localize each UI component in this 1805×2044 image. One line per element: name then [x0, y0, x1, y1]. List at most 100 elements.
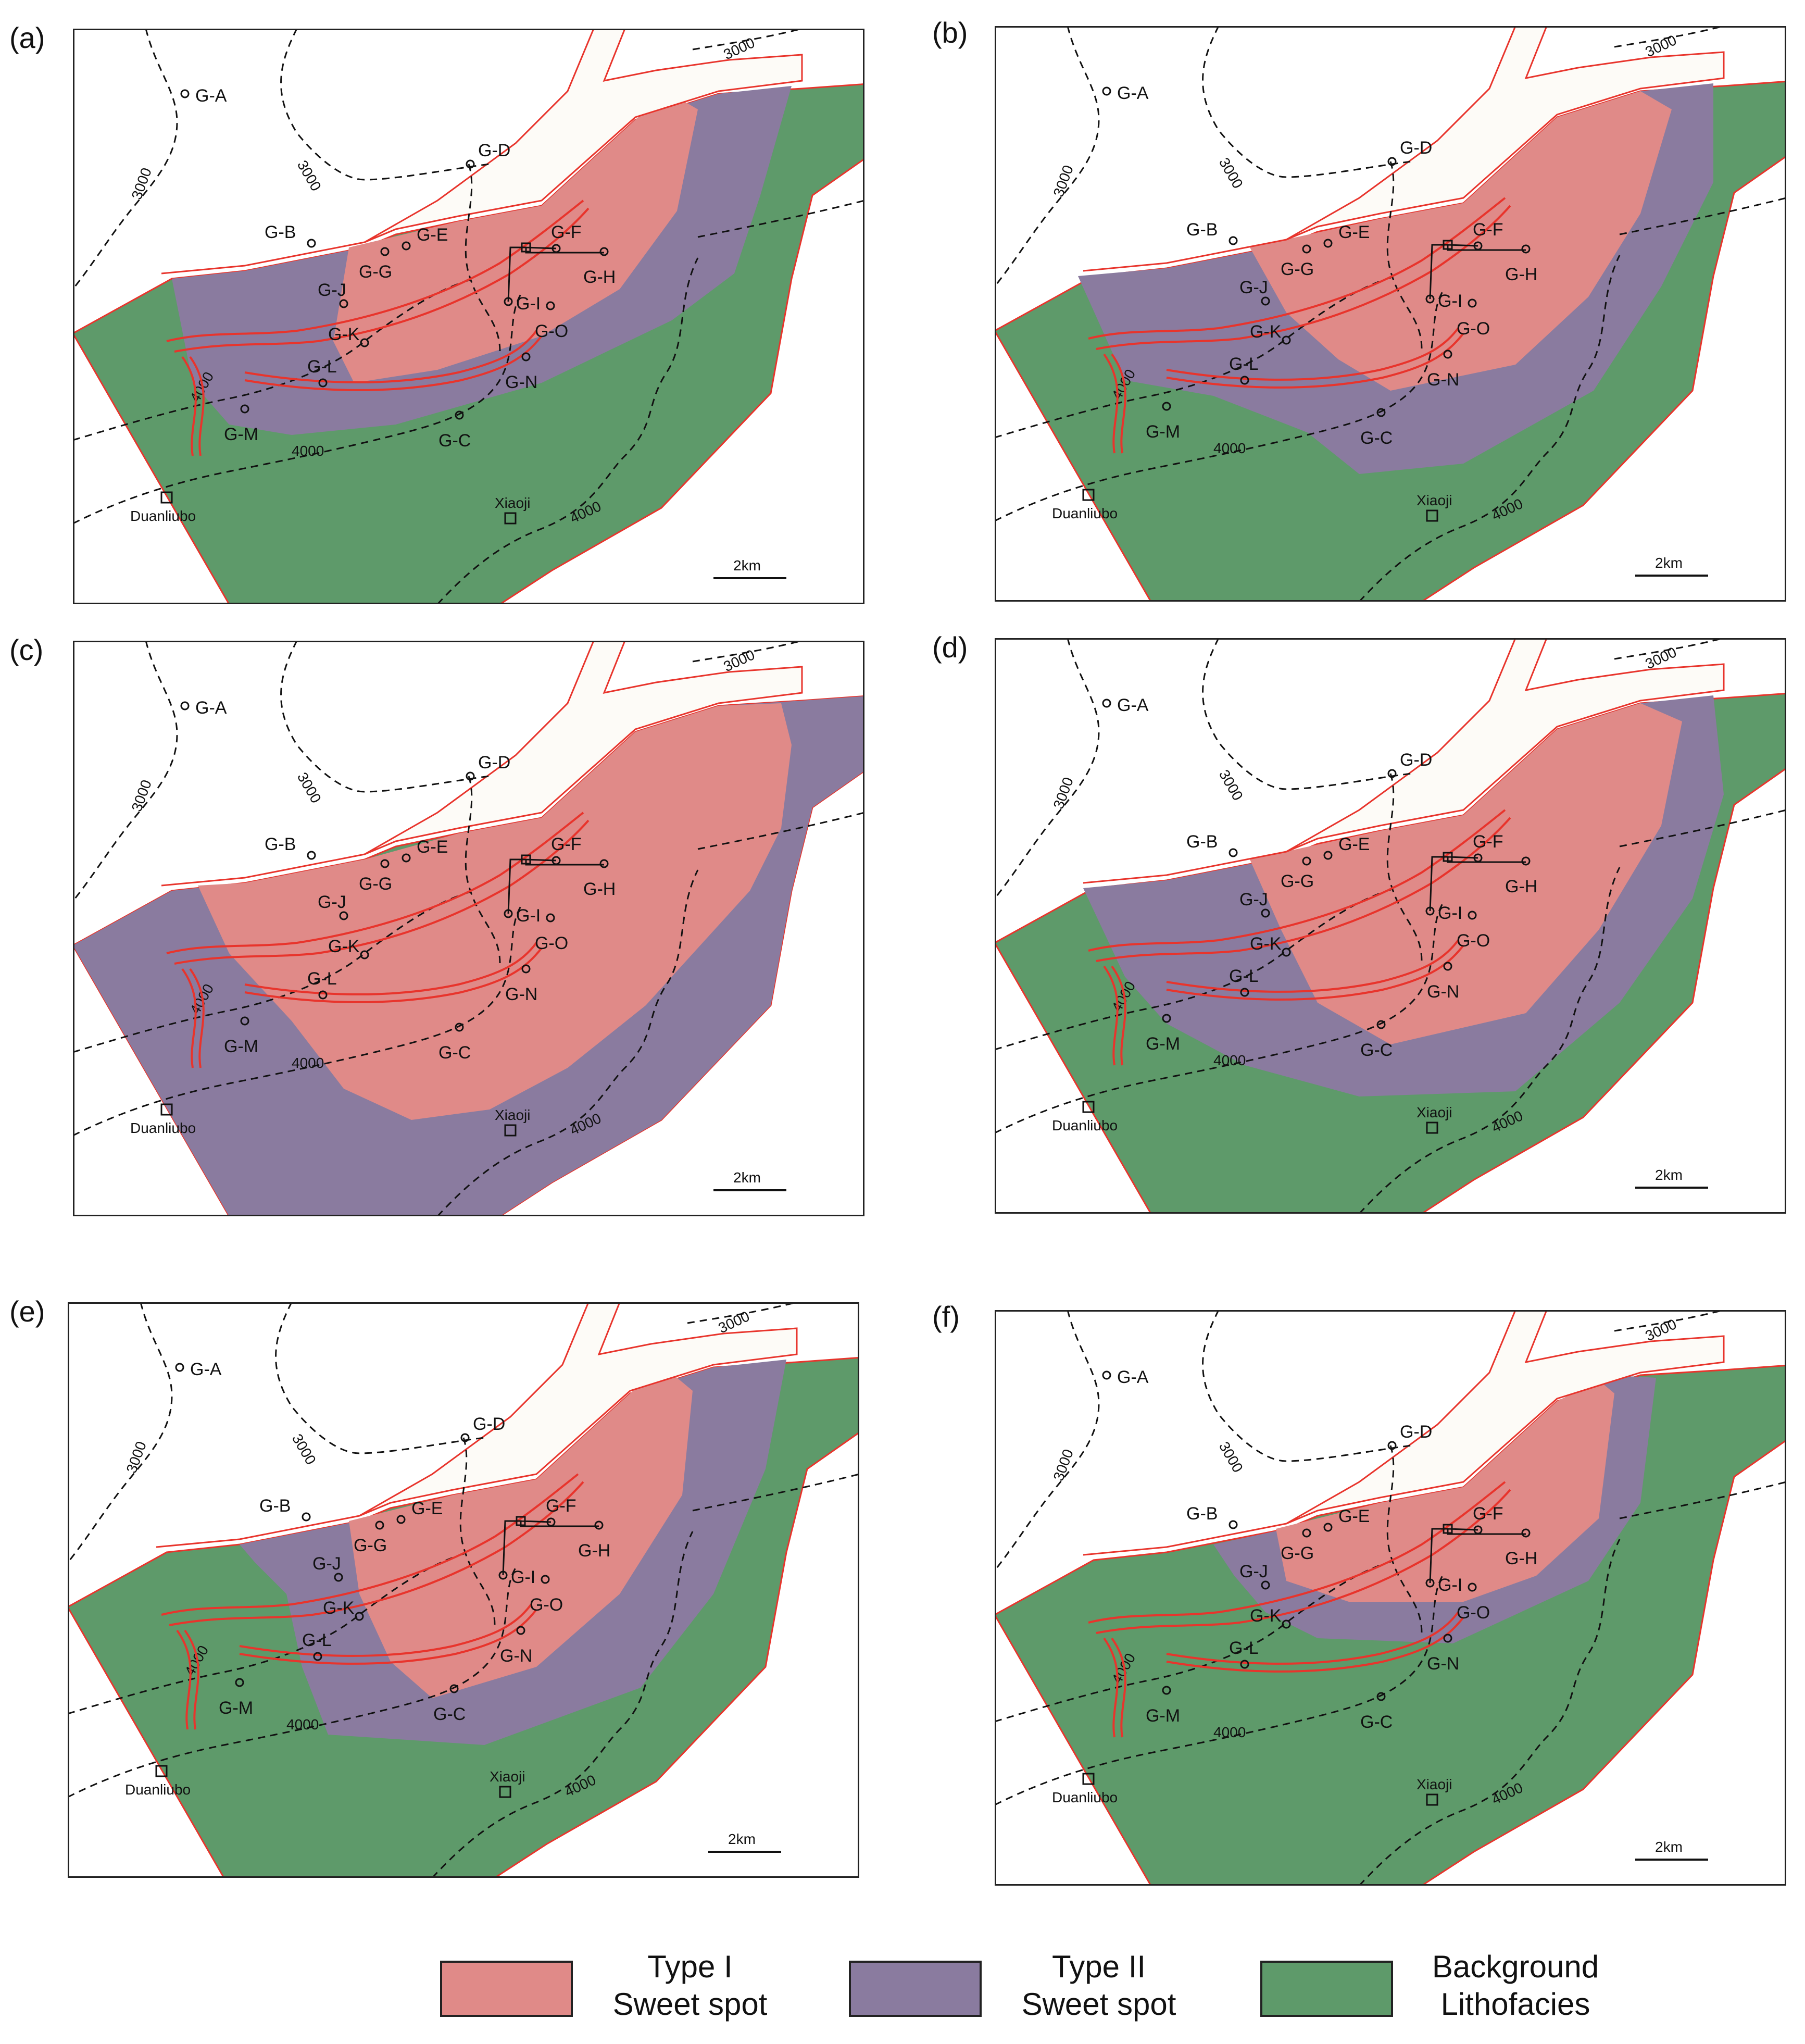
well-label: G-N [1427, 982, 1459, 1002]
map-frame [995, 26, 1786, 602]
town-label: Xiaoji [495, 495, 530, 511]
fault-trace [1088, 809, 1506, 952]
town-marker [1426, 1793, 1438, 1806]
fault-trace [169, 1481, 584, 1626]
panel-label: (d) [932, 631, 968, 664]
well-marker [1425, 906, 1435, 916]
map-panel: 3000 3000 4000 4000 4000 3000 G-A G-B G-C G-D G-E G… [995, 638, 1786, 1214]
fault-trace [1103, 353, 1119, 454]
well-trajectory [507, 246, 604, 302]
well-label: G-M [1146, 1034, 1180, 1054]
type1-sweet-spot-zone [1250, 703, 1682, 1044]
town-label: Duanliubo [1052, 1117, 1118, 1133]
well-label: G-F [551, 834, 582, 854]
legend-label-type1: Type I Sweet spot [612, 1949, 768, 2022]
fault-trace [1166, 332, 1464, 389]
town-label: Duanliubo [125, 1781, 191, 1798]
depth-contour-line [73, 294, 522, 525]
well-marker [1376, 1692, 1386, 1701]
contour-label: 4000 [1213, 1052, 1246, 1068]
well-label: G-L [302, 1630, 332, 1650]
depth-contour-line [995, 903, 1444, 1134]
well-label: G-H [1505, 1549, 1537, 1568]
contour-label: 3000 [129, 166, 155, 202]
well-marker [1102, 699, 1111, 708]
depth-contour-line [465, 776, 501, 964]
well-marker [360, 338, 369, 347]
fault-trace [166, 200, 584, 342]
well-label: G-F [1473, 1504, 1503, 1524]
well-marker [1282, 948, 1291, 957]
town-label: Xiaoji [490, 1768, 525, 1785]
scale-bar-label: 2km [1655, 1167, 1683, 1183]
well-label: G-J [312, 1554, 341, 1574]
fault-trace [174, 819, 590, 965]
well-label: G-K [1250, 322, 1282, 342]
well-marker [180, 89, 190, 98]
well-marker [313, 1652, 322, 1661]
contour-label: 3000 [1216, 1439, 1246, 1475]
well-label: G-L [307, 969, 337, 989]
depth-contour-line [995, 638, 1100, 899]
well-label: G-N [1427, 1654, 1459, 1674]
well-marker [455, 410, 464, 420]
well-label: G-O [1457, 1603, 1490, 1623]
well-marker [1376, 408, 1386, 417]
fault-trace [1111, 353, 1126, 454]
well-label: G-J [1239, 890, 1268, 909]
well-marker [1521, 1528, 1531, 1538]
well-marker [1521, 244, 1531, 254]
well-label: G-K [1250, 1606, 1282, 1626]
well-marker [521, 964, 531, 974]
fault-trace [176, 1629, 192, 1730]
well-label: G-J [1239, 1562, 1268, 1581]
well-label: G-E [1338, 834, 1370, 854]
well-marker [1282, 335, 1291, 345]
wellhead-marker [1443, 240, 1453, 250]
well-label: G-F [546, 1496, 576, 1516]
map-panel: 3000 3000 4000 4000 4000 3000 G-A G-B G-C G-D G-E G… [68, 1302, 859, 1878]
well-label: G-M [1146, 422, 1180, 442]
well-marker [1261, 296, 1270, 306]
town-marker [504, 1124, 517, 1137]
well-marker [360, 950, 369, 959]
type1-sweet-spot-zone [349, 1365, 693, 1698]
depth-contour-line [995, 26, 1100, 287]
well-marker [1468, 298, 1477, 308]
well-marker [1443, 1634, 1452, 1643]
type1-sweet-spot-zone [1250, 91, 1672, 391]
fault-trace [1166, 1611, 1459, 1665]
well-marker [1240, 376, 1249, 385]
well-label: G-L [1229, 966, 1259, 986]
well-marker [1473, 241, 1483, 251]
depth-contour-line [1358, 867, 1621, 1214]
well-label: G-I [1438, 1575, 1462, 1595]
well-label: G-D [1400, 1422, 1432, 1442]
town-marker [155, 1765, 168, 1777]
contour-label: 3000 [294, 158, 324, 194]
depth-contour-line [1202, 26, 1412, 178]
map-panel: 3000 3000 4000 4000 4000 3000 G-A G-B G-C G-D G-E G… [995, 1310, 1786, 1886]
well-marker [594, 1520, 604, 1530]
fault-trace [239, 1609, 537, 1665]
contour-label: 4000 [292, 443, 324, 459]
well-label: G-H [1505, 877, 1537, 896]
well-label: G-O [530, 1595, 563, 1615]
panel-label: (e) [9, 1295, 45, 1328]
depth-contour-line [697, 812, 864, 850]
well-marker [1229, 236, 1238, 245]
legend-swatch-type1 [440, 1961, 573, 2017]
well-label: G-H [578, 1541, 610, 1561]
contour-label: 4000 [1213, 440, 1246, 456]
fault-trace [1166, 1616, 1464, 1673]
well-marker [402, 241, 411, 251]
well-marker [334, 1573, 343, 1582]
well-marker [1425, 294, 1435, 304]
well-label: G-O [535, 933, 568, 953]
well-label: G-B [1186, 832, 1218, 852]
depth-contour-line [1202, 1310, 1412, 1462]
well-label: G-N [500, 1646, 532, 1666]
town-label: Duanliubo [1052, 1789, 1118, 1805]
well-label: G-I [1438, 291, 1462, 311]
depth-contour-line [436, 869, 699, 1216]
